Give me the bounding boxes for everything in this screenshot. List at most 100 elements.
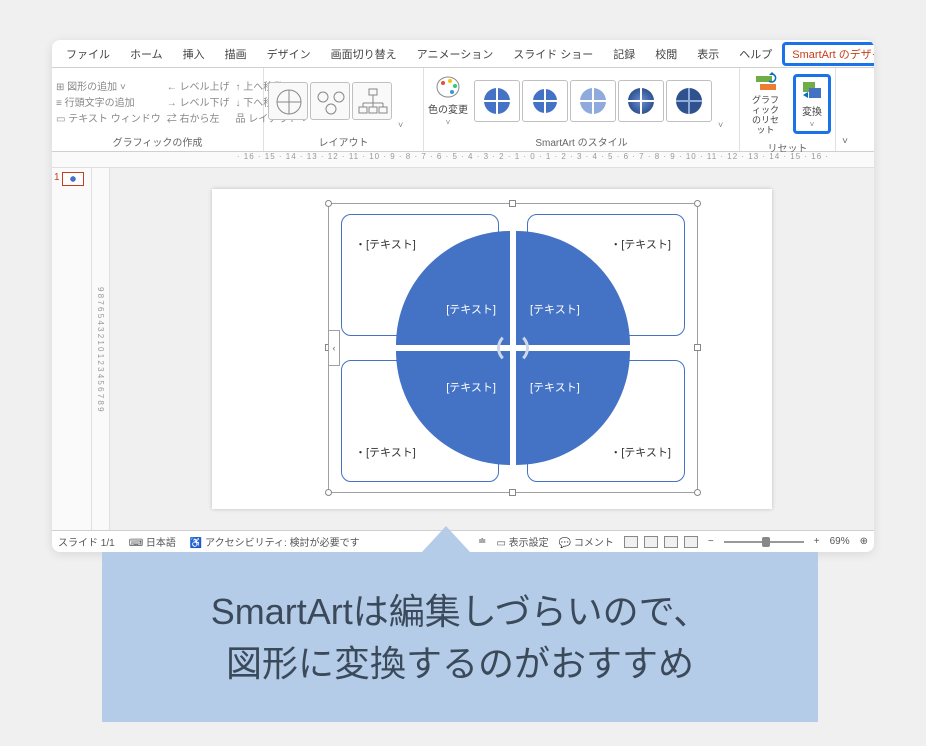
tab-draw[interactable]: 描画 — [215, 42, 257, 66]
resize-handle[interactable] — [325, 200, 332, 207]
ruler-horizontal: · 16 · 15 · 14 · 13 · 12 · 11 · 10 · 9 ·… — [52, 152, 874, 168]
powerpoint-window: ファイル ホーム 挿入 描画 デザイン 画面切り替え アニメーション スライド … — [52, 40, 874, 552]
group-label-create: グラフィックの作成 — [56, 132, 259, 151]
layout-thumb-1[interactable] — [268, 82, 308, 120]
resize-handle[interactable] — [694, 200, 701, 207]
callout-line-2: 図形に変換するのがおすすめ — [102, 638, 818, 690]
chevron-down-icon: ˅ — [810, 120, 815, 129]
zoom-slider[interactable] — [724, 541, 804, 543]
slide-thumb-preview — [62, 172, 84, 186]
slide-thumbnails: 1 — [52, 168, 92, 530]
btn-level-down[interactable]: → レベル下げ — [167, 94, 230, 109]
layout-thumb-3[interactable] — [352, 82, 392, 120]
slide-thumb-index: 1 — [54, 172, 60, 183]
tab-insert[interactable]: 挿入 — [173, 42, 215, 66]
smartart-matrix-circle: [テキスト] [テキスト] [テキスト] [テキスト] — [396, 231, 630, 465]
style-thumb-5[interactable] — [666, 80, 712, 122]
btn-level-up[interactable]: ← レベル上げ — [167, 78, 230, 93]
group-label-layout: レイアウト — [268, 132, 419, 151]
tab-strip: ファイル ホーム 挿入 描画 デザイン 画面切り替え アニメーション スライド … — [52, 40, 874, 68]
slide-canvas: ‹ ・[テキスト] ・[テキスト] ・[テキスト] ・[テキスト] [テキスト]… — [110, 168, 874, 530]
status-comments[interactable]: 💬 コメント — [559, 534, 614, 549]
quadrant-label: [テキスト] — [530, 379, 580, 395]
view-reading[interactable] — [664, 536, 678, 548]
callout-line-1: SmartArtは編集しづらいので、 — [102, 586, 818, 638]
resize-handle[interactable] — [325, 489, 332, 496]
tab-view[interactable]: 表示 — [687, 42, 729, 66]
btn-reset-graphic[interactable]: グラフィックのリセット — [744, 70, 787, 138]
convert-icon — [800, 79, 824, 101]
annotation-callout: SmartArtは編集しづらいので、 図形に変換するのがおすすめ — [102, 552, 818, 722]
style-thumb-1[interactable] — [474, 80, 520, 122]
workarea: 1 9 8 7 6 5 4 3 2 1 0 1 2 3 4 5 6 7 8 9 … — [52, 168, 874, 530]
style-thumb-2[interactable] — [522, 80, 568, 122]
ribbon-group-layouts: ˅ レイアウト — [264, 68, 424, 151]
btn-color-change[interactable]: 色の変更 ˅ — [428, 75, 468, 127]
tab-home[interactable]: ホーム — [120, 42, 173, 66]
group-label-styles: SmartArt のスタイル — [428, 132, 735, 151]
zoom-level[interactable]: 69% — [830, 536, 850, 547]
smartart-text-pane-toggle[interactable]: ‹ — [328, 330, 340, 366]
zoom-out[interactable]: − — [708, 536, 714, 547]
ribbon-group-create: ⊞ 図形の追加 ˅ ≡ 行頭文字の追加 ▭ テキスト ウィンドウ ← レベル上げ… — [52, 68, 264, 151]
slide-thumb-1[interactable]: 1 — [54, 172, 89, 186]
layout-more[interactable]: ˅ — [398, 120, 403, 130]
view-normal[interactable] — [624, 536, 638, 548]
tab-review[interactable]: 校閲 — [645, 42, 687, 66]
styles-more[interactable]: ˅ — [718, 120, 723, 130]
status-language[interactable]: ⌨ 日本語 — [129, 534, 176, 549]
palette-icon — [435, 75, 461, 99]
reset-label: グラフィックのリセット — [748, 96, 783, 136]
reset-icon — [754, 72, 778, 94]
chevron-down-icon: ˅ — [446, 118, 451, 127]
ruler-vertical: 9 8 7 6 5 4 3 2 1 0 1 2 3 4 5 6 7 8 9 — [92, 168, 110, 530]
zoom-in[interactable]: + — [814, 536, 820, 547]
tab-slideshow[interactable]: スライド ショー — [503, 42, 603, 66]
btn-convert[interactable]: 変換 ˅ — [793, 74, 831, 134]
status-notes[interactable]: ≐ — [478, 536, 486, 547]
slide[interactable]: ‹ ・[テキスト] ・[テキスト] ・[テキスト] ・[テキスト] [テキスト]… — [212, 189, 772, 509]
quadrant-label: [テキスト] — [530, 301, 580, 317]
resize-handle[interactable] — [509, 200, 516, 207]
tab-transition[interactable]: 画面切り替え — [321, 42, 407, 66]
smartart-graphic: ・[テキスト] ・[テキスト] ・[テキスト] ・[テキスト] [テキスト] [… — [341, 214, 685, 482]
smartart-quadrant-1[interactable]: [テキスト] — [396, 231, 510, 345]
view-sorter[interactable] — [644, 536, 658, 548]
tab-animation[interactable]: アニメーション — [407, 42, 504, 66]
color-change-label: 色の変更 — [428, 101, 468, 116]
btn-add-bullet[interactable]: ≡ 行頭文字の追加 — [56, 94, 161, 109]
status-accessibility[interactable]: ♿ アクセシビリティ: 検討が必要です — [190, 534, 360, 549]
btn-add-shape[interactable]: ⊞ 図形の追加 ˅ — [56, 78, 161, 93]
smartart-center-ring — [497, 332, 529, 364]
tab-file[interactable]: ファイル — [56, 42, 120, 66]
smartart-quadrant-2[interactable]: [テキスト] — [516, 231, 630, 345]
quadrant-label: [テキスト] — [446, 379, 496, 395]
resize-handle[interactable] — [509, 489, 516, 496]
style-thumb-3[interactable] — [570, 80, 616, 122]
tab-record[interactable]: 記録 — [603, 42, 645, 66]
zoom-fit[interactable]: ⊕ — [860, 536, 868, 547]
ribbon-collapse[interactable]: ˅ — [836, 68, 854, 151]
callout-text: SmartArtは編集しづらいので、 図形に変換するのがおすすめ — [102, 586, 818, 690]
status-slide-counter: スライド 1/1 — [58, 534, 115, 549]
smartart-quadrant-4[interactable]: [テキスト] — [516, 351, 630, 465]
ribbon-group-styles: 色の変更 ˅ ˅ SmartArt のスタイル — [424, 68, 740, 151]
view-mode-icons — [624, 536, 698, 548]
view-slideshow[interactable] — [684, 536, 698, 548]
smartart-quadrant-3[interactable]: [テキスト] — [396, 351, 510, 465]
btn-text-window[interactable]: ▭ テキスト ウィンドウ — [56, 110, 161, 125]
smartart-selection[interactable]: ‹ ・[テキスト] ・[テキスト] ・[テキスト] ・[テキスト] [テキスト]… — [328, 203, 698, 493]
btn-rtl[interactable]: ⇄ 右から左 — [167, 110, 230, 125]
ribbon: ⊞ 図形の追加 ˅ ≡ 行頭文字の追加 ▭ テキスト ウィンドウ ← レベル上げ… — [52, 68, 874, 152]
tab-design[interactable]: デザイン — [257, 42, 321, 66]
layout-thumb-2[interactable] — [310, 82, 350, 120]
tab-smartart-design[interactable]: SmartArt のデザイン — [782, 42, 874, 66]
quadrant-label: [テキスト] — [446, 301, 496, 317]
style-thumb-4[interactable] — [618, 80, 664, 122]
ribbon-group-reset: グラフィックのリセット 変換 ˅ リセット — [740, 68, 836, 151]
status-display-settings[interactable]: ▭ 表示設定 — [496, 534, 548, 549]
resize-handle[interactable] — [694, 489, 701, 496]
resize-handle[interactable] — [694, 344, 701, 351]
tab-help[interactable]: ヘルプ — [729, 42, 782, 66]
convert-label: 変換 — [802, 103, 822, 118]
